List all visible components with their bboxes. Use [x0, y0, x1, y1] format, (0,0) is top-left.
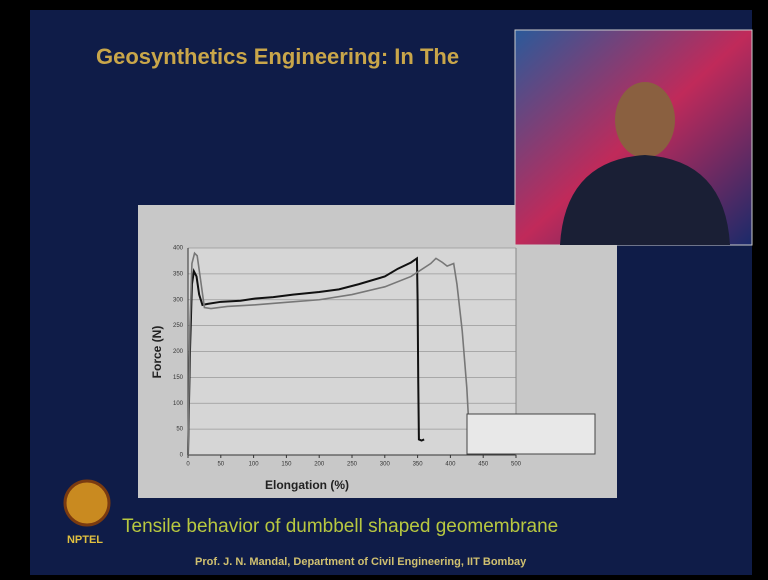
y-tick-label: 50 — [176, 427, 183, 433]
y-tick-label: 400 — [173, 246, 184, 252]
x-axis-label: Elongation (%) — [265, 478, 349, 492]
x-tick-label: 300 — [380, 462, 391, 468]
x-tick-label: 250 — [347, 462, 358, 468]
y-tick-label: 300 — [173, 297, 184, 303]
logo-text: NPTEL — [67, 534, 103, 546]
x-tick-label: 350 — [413, 462, 424, 468]
y-tick-label: 150 — [173, 375, 184, 381]
y-axis-label: Force (N) — [150, 326, 164, 379]
logo — [65, 481, 109, 525]
y-tick-label: 350 — [173, 271, 184, 277]
y-tick-label: 100 — [173, 401, 184, 407]
x-tick-label: 200 — [314, 462, 325, 468]
screen: Geosynthetics Engineering: In The 050100… — [0, 0, 768, 580]
x-tick-label: 400 — [445, 462, 456, 468]
legend — [467, 414, 595, 454]
x-tick-label: 450 — [478, 462, 489, 468]
x-tick-label: 100 — [249, 462, 260, 468]
caption: Tensile behavior of dumbbell shaped geom… — [122, 516, 558, 537]
y-tick-label: 250 — [173, 323, 184, 329]
x-tick-label: 50 — [217, 462, 224, 468]
x-tick-label: 150 — [281, 462, 292, 468]
x-tick-label: 500 — [511, 462, 522, 468]
presenter-head — [615, 82, 675, 158]
y-tick-label: 200 — [173, 349, 184, 355]
slide-title: Geosynthetics Engineering: In The — [96, 44, 459, 69]
footer: Prof. J. N. Mandal, Department of Civil … — [195, 556, 527, 568]
